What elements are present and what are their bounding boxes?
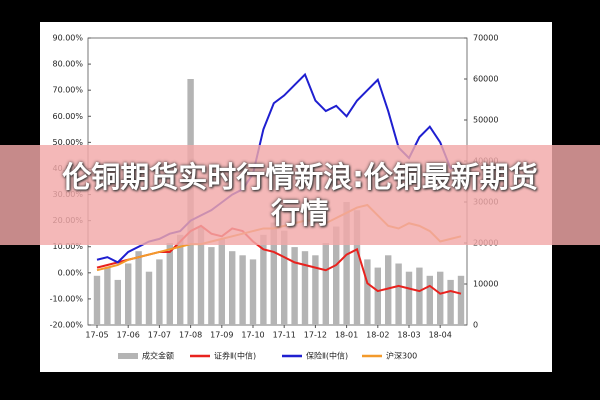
legend-label: 证券Ⅱ(中信) (214, 351, 256, 361)
x-tick-label: 17-11 (273, 331, 296, 340)
y-tick-label: 50.00% (52, 138, 83, 147)
volume-bar (125, 263, 132, 325)
volume-bar (322, 243, 329, 325)
volume-bar (301, 251, 309, 325)
legend-label: 保险Ⅱ(中信) (306, 351, 348, 361)
volume-bar (416, 267, 423, 325)
x-tick-label: 18-04 (429, 331, 452, 340)
x-tick-label: 17-08 (179, 331, 202, 340)
volume-bar (93, 275, 101, 325)
volume-bar (218, 238, 225, 325)
legend-label: 沪深300 (386, 351, 417, 361)
volume-bar (104, 267, 111, 325)
volume-bar (405, 271, 413, 325)
x-tick-label: 18-03 (397, 331, 420, 340)
legend-label: 成交金额 (142, 351, 174, 361)
volume-bar (208, 247, 215, 325)
y-tick-label: 70.00% (52, 86, 83, 95)
y2-tick-label: 10000 (473, 280, 498, 289)
volume-bar (447, 279, 454, 325)
volume-bar (249, 259, 257, 325)
volume-bar (385, 255, 392, 325)
y2-tick-label: 0 (473, 321, 478, 330)
y-tick-label: 0.00% (58, 268, 84, 277)
x-tick-label: 17-05 (85, 331, 108, 340)
x-tick-label: 18-02 (366, 331, 389, 340)
volume-bar (260, 234, 267, 325)
volume-bar (364, 259, 371, 325)
y2-tick-label: 50000 (473, 116, 498, 125)
volume-bar (145, 271, 153, 325)
banner-text: 伦铜期货实时行情新浪:伦铜最新期货行情 (62, 160, 538, 230)
volume-bar (426, 275, 433, 325)
volume-bar (437, 271, 444, 325)
volume-bar (343, 202, 350, 325)
y2-tick-label: 60000 (473, 75, 498, 84)
volume-bar (156, 259, 163, 325)
volume-bar (239, 255, 246, 325)
y-tick-label: 60.00% (52, 112, 83, 121)
volume-bar (395, 263, 402, 325)
y2-tick-label: 70000 (473, 34, 498, 43)
x-tick-label: 18-01 (335, 331, 358, 340)
volume-bar (270, 222, 277, 325)
y-tick-label: 80.00% (52, 60, 83, 69)
volume-bar (114, 279, 121, 325)
y-tick-label: 10.00% (52, 242, 83, 251)
y-tick-label: -10.00% (50, 294, 84, 303)
volume-bar (353, 210, 361, 325)
legend-swatch (118, 353, 138, 359)
y-tick-label: 90.00% (52, 34, 83, 43)
volume-bar (229, 251, 236, 325)
volume-bar (291, 247, 298, 325)
volume-bar (135, 251, 142, 325)
y-tick-label: -20.00% (50, 321, 84, 330)
volume-bar (374, 267, 381, 325)
volume-bar (197, 226, 205, 325)
x-tick-label: 17-09 (210, 331, 233, 340)
x-tick-label: 17-06 (117, 331, 140, 340)
x-tick-label: 17-07 (148, 331, 171, 340)
volume-bar (312, 255, 319, 325)
volume-bar (166, 243, 173, 325)
volume-bar (333, 226, 340, 325)
volume-bar (457, 275, 465, 325)
banner: 伦铜期货实时行情新浪:伦铜最新期货行情 (0, 145, 600, 245)
volume-bar (177, 234, 184, 325)
x-tick-label: 17-10 (241, 331, 264, 340)
volume-bar (281, 230, 288, 325)
x-tick-label: 17-12 (304, 331, 327, 340)
